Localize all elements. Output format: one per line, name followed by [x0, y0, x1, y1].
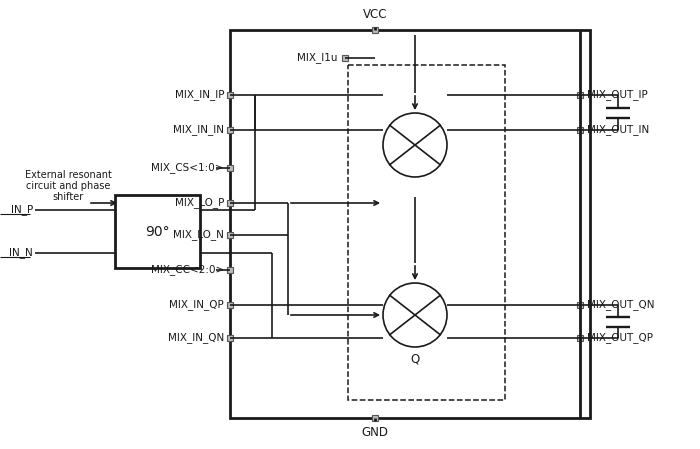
Text: MIX_OUT_IP: MIX_OUT_IP	[587, 89, 648, 101]
Text: External resonant: External resonant	[25, 170, 111, 180]
Text: MIX_IN_QN: MIX_IN_QN	[168, 333, 224, 343]
Text: IN_N: IN_N	[9, 247, 33, 259]
Text: MIX_OUT_QP: MIX_OUT_QP	[587, 333, 653, 343]
Text: Q: Q	[410, 352, 419, 365]
Bar	[348, 65, 505, 400]
Text: MIX_LO_N: MIX_LO_N	[173, 229, 224, 241]
Text: GND: GND	[361, 427, 388, 440]
Bar	[578, 127, 582, 133]
Text: MIX_IN_IN: MIX_IN_IN	[173, 124, 224, 136]
Text: MIX_IN_IP: MIX_IN_IP	[174, 89, 224, 101]
Text: IN_P: IN_P	[10, 205, 33, 216]
Text: shifter: shifter	[52, 192, 83, 202]
Text: MIX_IN_QP: MIX_IN_QP	[169, 299, 224, 310]
Bar	[228, 127, 232, 133]
Bar	[228, 232, 232, 238]
Bar	[228, 335, 232, 341]
Text: VCC: VCC	[363, 9, 387, 22]
Bar	[115, 195, 200, 268]
Bar	[228, 302, 232, 308]
Text: 90°: 90°	[145, 224, 170, 238]
Bar	[578, 335, 582, 341]
Text: MIX_CS<1:0>: MIX_CS<1:0>	[151, 163, 224, 173]
Text: MIX_OUT_QN: MIX_OUT_QN	[587, 299, 654, 310]
Bar	[228, 92, 232, 98]
Bar	[372, 415, 378, 421]
Bar	[578, 302, 582, 308]
Bar	[228, 165, 232, 171]
Text: MIX_CC<2:0>: MIX_CC<2:0>	[150, 264, 224, 275]
Bar	[578, 92, 582, 98]
Bar	[228, 267, 232, 273]
Text: circuit and phase: circuit and phase	[26, 181, 110, 191]
Text: MIX_OUT_IN: MIX_OUT_IN	[587, 124, 650, 136]
Text: MIX_LO_P: MIX_LO_P	[174, 198, 224, 208]
Bar	[230, 30, 590, 418]
Bar	[342, 55, 348, 61]
Bar	[228, 200, 232, 206]
Bar	[372, 27, 378, 33]
Text: MIX_I1u: MIX_I1u	[297, 53, 337, 63]
